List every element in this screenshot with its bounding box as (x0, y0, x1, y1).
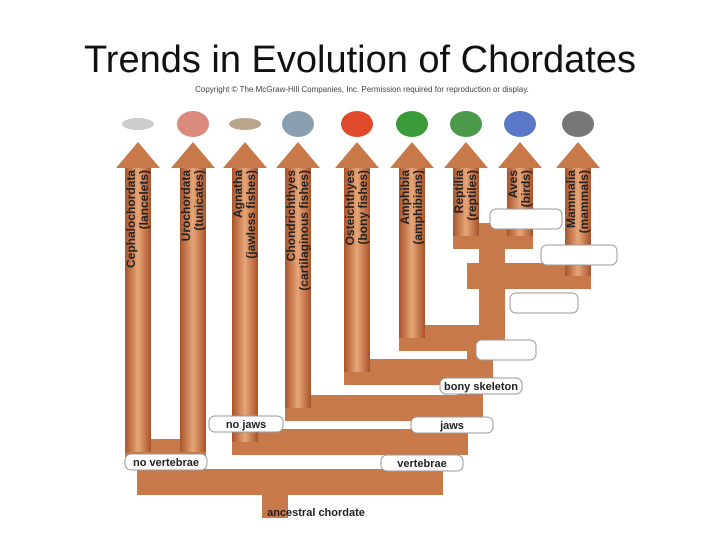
root-label: ancestral chordate (267, 507, 365, 519)
trait-label: vertebrae (397, 458, 447, 470)
branch (125, 160, 151, 452)
arrowhead (498, 142, 542, 168)
group-name: Reptilia (452, 170, 466, 214)
group-common: (lancelets) (137, 170, 151, 229)
animal-icon (177, 111, 209, 137)
branch (285, 160, 311, 408)
arrowhead (223, 142, 267, 168)
group-name: Osteichthyes (343, 170, 357, 246)
title: Trends in Evolution of Chordates (84, 39, 636, 81)
group-common: (birds) (519, 170, 533, 207)
group-label: Urochordata (tunicates) (179, 170, 206, 242)
group-label: Agnatha (jawless fishes) (231, 170, 258, 259)
group-common: (mammals) (577, 170, 591, 233)
branch (180, 160, 206, 452)
arrowhead (276, 142, 320, 168)
animal-icon (229, 118, 261, 130)
blank-box (475, 339, 537, 361)
animal-icon (282, 111, 314, 137)
group-common: (amphibians) (411, 170, 425, 245)
trait-label: no vertebrae (133, 457, 199, 469)
trait-box (410, 416, 494, 434)
blank-box (540, 244, 618, 266)
branch (399, 160, 425, 338)
group-label: Chondrichthyes (cartilaginous fishes) (284, 170, 311, 291)
group-name: Urochordata (179, 170, 193, 242)
group-name: Mammalia (564, 170, 578, 228)
group-name: Cephalochordata (124, 170, 138, 268)
trait-box (208, 415, 284, 433)
group-name: Agnatha (231, 170, 245, 218)
arrowhead (116, 142, 160, 168)
animal-icon (341, 111, 373, 137)
labels: Cephalochordata (lancelets) Urochordata (tu… (124, 170, 618, 519)
trait-label: no jaws (226, 419, 266, 431)
arrowhead (171, 142, 215, 168)
group-name: Aves (506, 170, 520, 199)
arrowhead (444, 142, 488, 168)
arrowhead (556, 142, 600, 168)
branch (232, 160, 258, 442)
blank-box (509, 292, 579, 314)
trait-label: bony skeleton (444, 381, 518, 393)
branch (344, 160, 370, 372)
group-label: Cephalochordata (lancelets) (124, 170, 151, 268)
animal-icon (562, 111, 594, 137)
group-common: (cartilaginous fishes) (297, 170, 311, 291)
arrowhead (390, 142, 434, 168)
trait-box (380, 454, 464, 472)
animal-icon (122, 118, 154, 130)
group-name: Chondrichthyes (284, 170, 298, 262)
trait-box (439, 377, 523, 395)
group-common: (tunicates) (192, 170, 206, 231)
group-name: Amphibia (398, 170, 412, 225)
group-label: Osteichthyes (bony fishes) (343, 170, 370, 246)
animal-icon (450, 111, 482, 137)
animal-icon (396, 111, 428, 137)
animal-icon (504, 111, 536, 137)
group-common: (reptiles) (465, 170, 479, 221)
branch (453, 160, 479, 236)
blank-box (489, 208, 563, 230)
trait-label: jaws (439, 420, 464, 432)
trait-box (124, 453, 208, 471)
group-label: Mammalia (mammals) (564, 170, 591, 234)
arrowhead (335, 142, 379, 168)
copyright: Copyright © The McGraw-Hill Companies, I… (195, 85, 529, 94)
group-label: Reptilia (reptiles) (452, 170, 479, 221)
group-label: Amphibia (amphibians) (398, 170, 425, 245)
group-label: Aves (birds) (506, 170, 533, 208)
group-common: (bony fishes) (356, 170, 370, 245)
group-common: (jawless fishes) (244, 170, 258, 259)
